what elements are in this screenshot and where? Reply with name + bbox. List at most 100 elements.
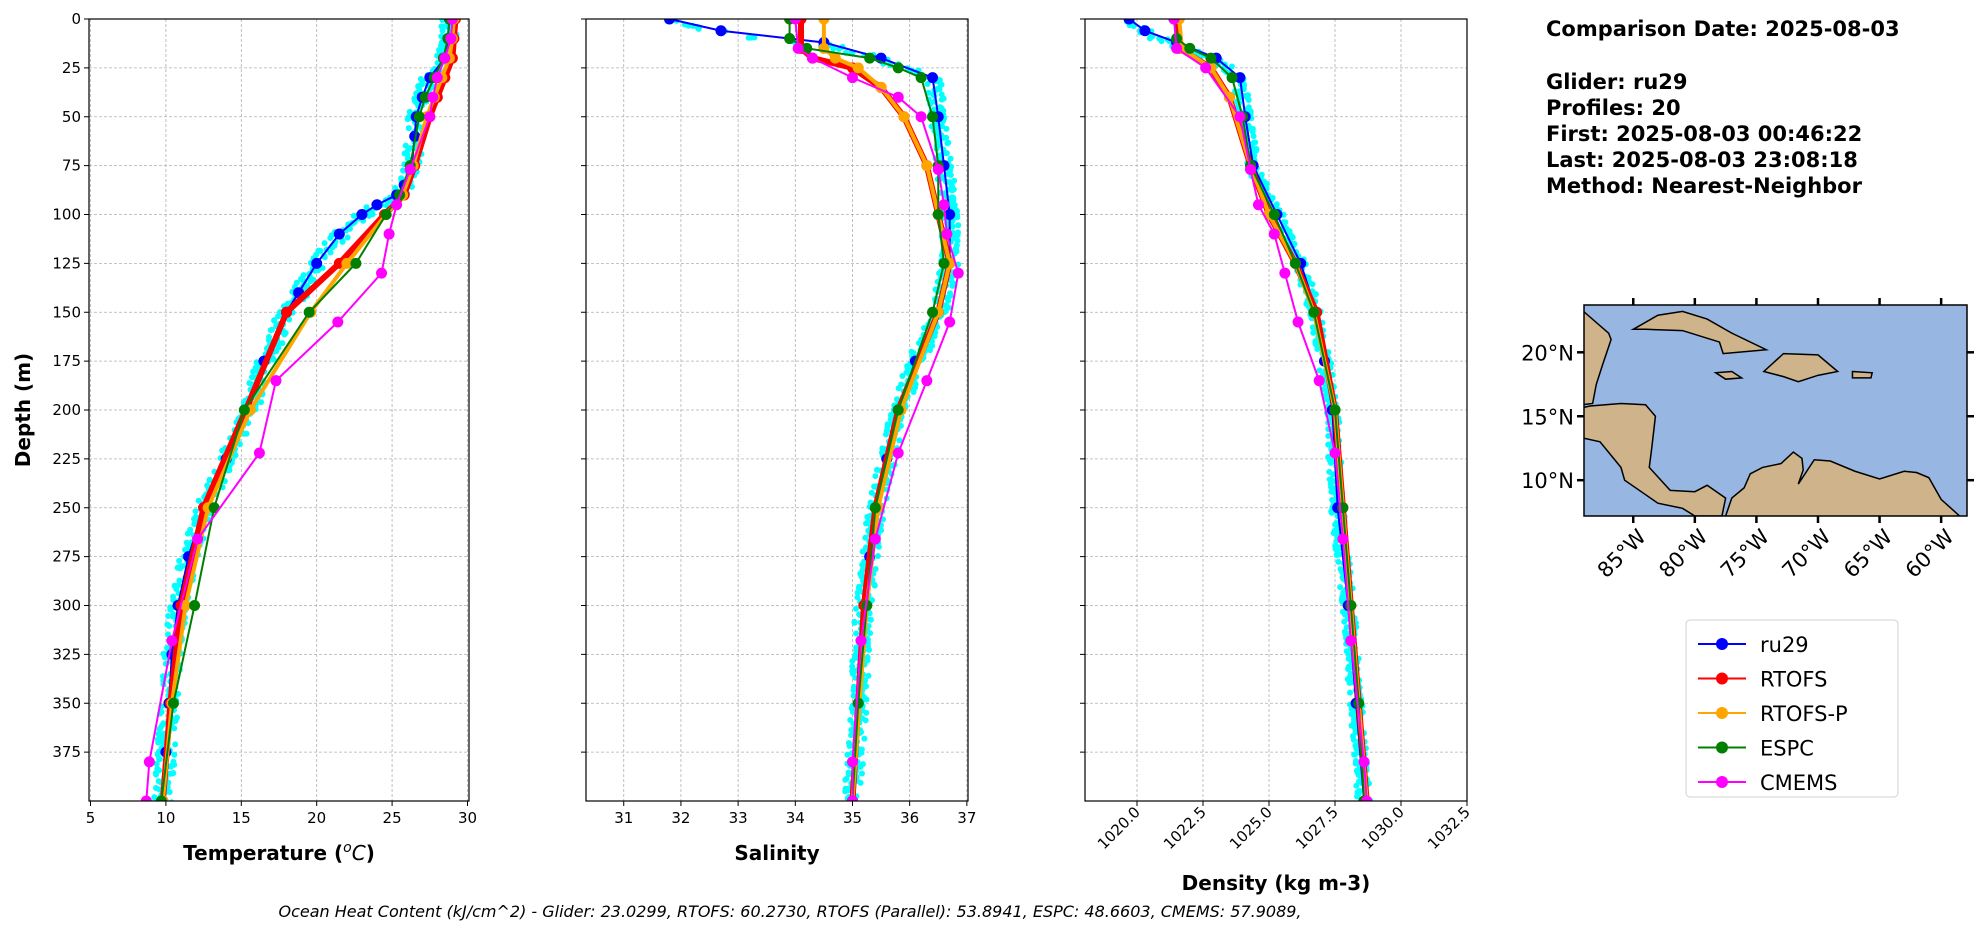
series-point-cmems bbox=[941, 228, 953, 240]
glider-raw-point bbox=[165, 612, 172, 619]
glider-raw-point bbox=[1244, 95, 1251, 102]
glider-raw-point bbox=[350, 212, 357, 219]
glider-raw-point bbox=[947, 155, 954, 162]
glider-raw-point bbox=[887, 416, 894, 423]
glider-raw-point bbox=[1346, 679, 1353, 686]
glider-raw-point bbox=[862, 534, 869, 541]
legend-marker bbox=[1716, 741, 1728, 754]
glider-raw-point bbox=[1337, 584, 1344, 591]
y-axis-label: Depth (m) bbox=[11, 353, 35, 467]
glider-raw-point bbox=[167, 606, 174, 613]
series-point-cmems bbox=[789, 19, 801, 25]
glider-raw-point bbox=[153, 760, 160, 767]
glider-raw-point bbox=[171, 725, 178, 732]
glider-raw-point bbox=[850, 692, 857, 699]
glider-raw-point bbox=[153, 771, 160, 778]
x-tick-label: 35 bbox=[843, 809, 862, 827]
series-point-espc bbox=[1329, 404, 1341, 416]
glider-raw-point bbox=[842, 776, 849, 783]
series-point-cmems bbox=[332, 316, 344, 328]
x-tick-label: 1030.0 bbox=[1358, 803, 1408, 853]
glider-raw-point bbox=[842, 788, 849, 795]
glider-raw-point bbox=[859, 548, 866, 555]
series-point-cmems bbox=[427, 91, 439, 103]
glider-raw-point bbox=[176, 557, 183, 564]
glider-raw-point bbox=[1310, 329, 1317, 336]
map-lon-label: 80°W bbox=[1654, 524, 1712, 582]
glider-raw-point bbox=[169, 613, 176, 620]
series-point-rtofs-p bbox=[180, 600, 192, 611]
y-tick-label: 50 bbox=[62, 108, 81, 126]
series-point-espc bbox=[869, 502, 881, 514]
glider-raw-point bbox=[854, 594, 861, 601]
land-puerto-rico bbox=[1851, 370, 1874, 379]
series-point-cmems bbox=[944, 316, 956, 328]
y-tick-label: 275 bbox=[52, 548, 81, 566]
series-point-cmems bbox=[1345, 635, 1357, 647]
x-axis-label-end: ) bbox=[366, 841, 375, 865]
x-axis-label-text: Temperature ( bbox=[183, 841, 343, 865]
glider-raw-point bbox=[439, 27, 446, 34]
series-point-ru29 bbox=[1139, 25, 1151, 37]
y-tick-label: 0 bbox=[71, 10, 81, 28]
series-point-espc bbox=[864, 52, 876, 64]
glider-raw-point bbox=[844, 751, 851, 758]
legend-item-ru29: ru29 bbox=[1698, 633, 1809, 657]
glider-raw-point bbox=[1158, 38, 1165, 45]
glider-raw-point bbox=[436, 48, 443, 55]
series-point-cmems bbox=[1252, 199, 1264, 211]
glider-raw-point bbox=[1352, 760, 1359, 767]
glider-raw-point bbox=[271, 317, 278, 324]
glider-raw-point bbox=[275, 313, 282, 320]
glider-raw-point bbox=[168, 799, 175, 801]
land-cuba bbox=[1630, 310, 1770, 355]
glider-raw-point bbox=[246, 380, 253, 387]
glider-raw-point bbox=[439, 19, 446, 23]
glider-raw-point bbox=[908, 348, 915, 355]
glider-raw-point bbox=[845, 740, 852, 747]
glider-raw-point bbox=[267, 327, 274, 334]
glider-raw-point bbox=[1312, 340, 1319, 347]
glider-raw-point bbox=[174, 564, 181, 571]
map-lat-label: 10°N bbox=[1521, 469, 1574, 493]
legend: ru29 RTOFS RTOFS-P ESPC CMEMS bbox=[1685, 619, 1899, 798]
series-point-espc bbox=[380, 209, 392, 220]
series-point-cmems bbox=[938, 199, 950, 211]
series-point-cmems bbox=[1268, 228, 1280, 240]
glider-raw-point bbox=[1316, 367, 1323, 374]
series-point-ru29 bbox=[715, 25, 727, 37]
glider-raw-point bbox=[160, 720, 167, 727]
info-first: First: 2025-08-03 00:46:22 bbox=[1546, 122, 1862, 146]
glider-raw-point bbox=[874, 553, 881, 560]
legend-frame bbox=[1685, 619, 1899, 798]
land-yucatan-mexico bbox=[1584, 310, 1612, 406]
series-point-espc bbox=[1184, 42, 1196, 54]
series-point-cmems bbox=[404, 164, 416, 176]
glider-raw-point bbox=[862, 717, 869, 724]
series-point-espc bbox=[303, 306, 315, 318]
series-point-cmems bbox=[253, 447, 265, 459]
glider-raw-point bbox=[851, 619, 858, 626]
series-point-cmems bbox=[391, 199, 403, 211]
series-point-espc bbox=[1289, 257, 1301, 269]
series-point-espc bbox=[927, 306, 939, 318]
series-point-ru29 bbox=[927, 72, 939, 84]
series-point-cmems bbox=[932, 164, 944, 176]
series-point-rtofs-p bbox=[341, 257, 353, 269]
glider-raw-point bbox=[1309, 281, 1316, 288]
glider-raw-point bbox=[1249, 128, 1256, 135]
glider-raw-point bbox=[888, 411, 895, 418]
series-point-cmems bbox=[846, 756, 858, 768]
series-point-cmems bbox=[915, 111, 927, 123]
x-tick-label: 1032.5 bbox=[1424, 803, 1474, 853]
info-glider: Glider: ru29 bbox=[1546, 70, 1688, 94]
glider-raw-point bbox=[849, 663, 856, 670]
series-point-cmems bbox=[446, 19, 458, 25]
series-point-cmems bbox=[1313, 375, 1325, 387]
series-point-espc bbox=[167, 697, 179, 709]
map-lat-label: 20°N bbox=[1521, 341, 1574, 365]
glider-raw-point bbox=[849, 658, 856, 665]
glider-raw-point bbox=[365, 212, 372, 219]
glider-raw-point bbox=[405, 125, 412, 132]
